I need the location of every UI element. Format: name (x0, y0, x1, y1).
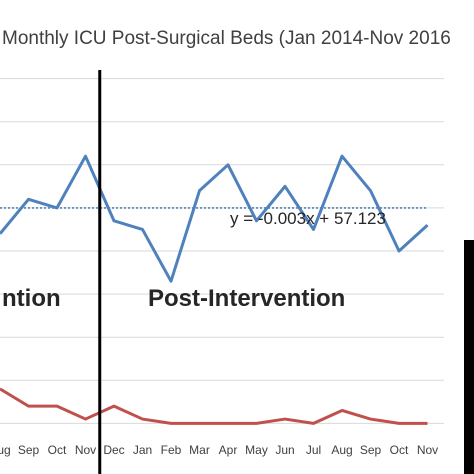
x-tick-label: Aug (0, 443, 11, 457)
trend-equation: y = -0.003x + 57.123 (230, 209, 386, 228)
x-tick-label: Nov (75, 443, 96, 457)
series-2-line (0, 387, 428, 425)
series-1-line (0, 154, 429, 283)
x-tick-label: Jul (306, 443, 321, 457)
phase-label-pre: ntion (2, 285, 61, 312)
x-tick-label: Feb (161, 443, 182, 457)
x-tick-label: Dec (103, 443, 124, 457)
x-tick-label: Nov (417, 443, 438, 457)
x-tick-label: Aug (331, 443, 352, 457)
x-tick-label: Jan (133, 443, 152, 457)
chart-title: Monthly ICU Post-Surgical Beds (Jan 2014… (2, 28, 451, 49)
x-tick-label: Sep (18, 443, 40, 457)
x-tick-label: Oct (48, 443, 67, 457)
phase-label-post: Post-Intervention (148, 285, 345, 312)
x-tick-label: May (245, 443, 268, 457)
x-tick-label: Jun (275, 443, 294, 457)
right-edge-bar (464, 240, 474, 474)
x-tick-label: Mar (189, 443, 210, 457)
x-tick-label: Oct (390, 443, 409, 457)
x-axis-tick-labels: Aug Sep Oct Nov Dec Jan Feb Mar Apr May Jun Jul Aug S… (0, 443, 438, 457)
x-tick-label: Sep (360, 443, 382, 457)
x-tick-label: Apr (219, 443, 238, 457)
